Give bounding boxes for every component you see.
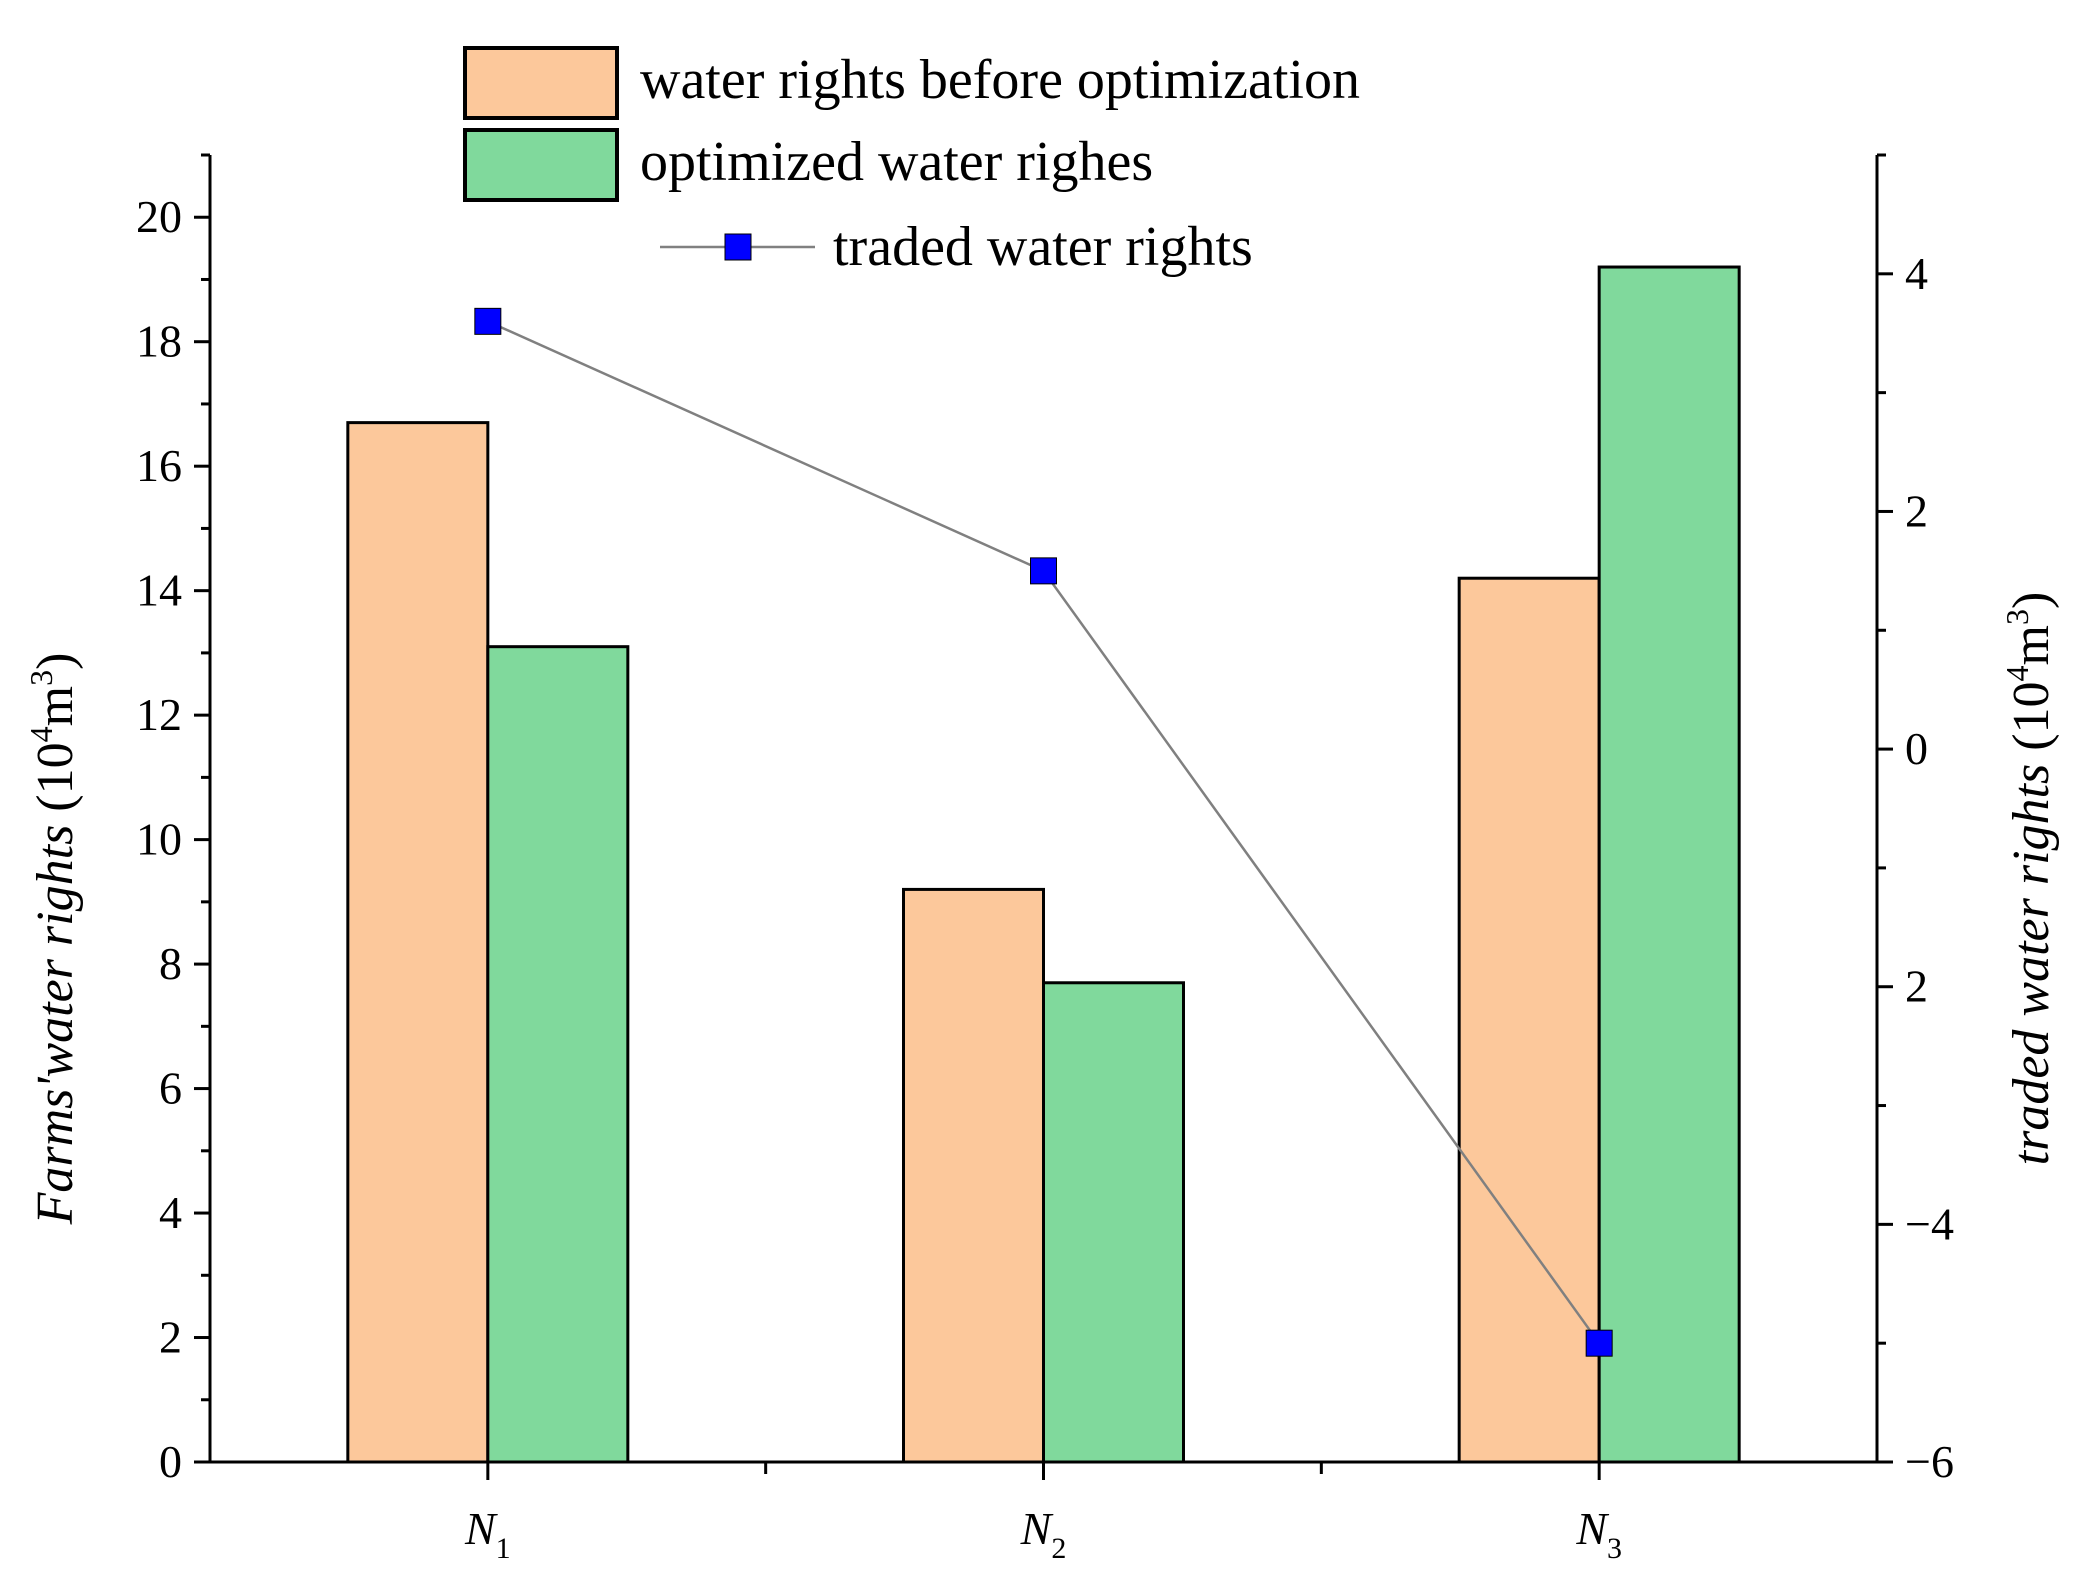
left-axis-title-unit-close: ) [27,653,84,670]
legend: water rights before optimization optimize… [463,46,1360,278]
right-tick-label: 2 [1905,485,1928,536]
right-axis-title-unit-open: (10 [2003,681,2060,750]
traded-marker-1 [474,307,502,335]
bar-optimized-2 [1042,981,1185,1464]
right-axis-title-unit-sup1: 4 [1999,665,2035,681]
legend-traded-marker [724,233,752,261]
x-tick-label-base: N [1575,1503,1609,1554]
left-tick-label: 4 [159,1187,182,1238]
bars-layer [346,265,1741,1464]
right-axis-title-unit-close: ) [2003,592,2060,609]
x-tick-label-sub: 3 [1607,1532,1622,1565]
left-tick-label: 0 [159,1436,182,1487]
right-tick-label: −4 [1905,1198,1954,1249]
bar-before-3 [1457,576,1601,1464]
x-tick-label-sub: 1 [496,1532,511,1565]
bar-optimized-3 [1597,265,1741,1464]
axes-layer [194,153,1893,1480]
left-tick-label: 2 [159,1312,182,1363]
left-tick-label: 18 [136,316,182,367]
bar-before-1 [346,421,490,1464]
legend-optimized-swatch [463,128,619,202]
legend-traded-label: traded water rights [833,216,1253,278]
left-axis-title: Farms'water rights (104m3) [23,653,84,1226]
left-tick-label: 8 [159,938,182,989]
left-axis-title-text: Farms'water rights [27,812,84,1226]
right-tick-label: −6 [1905,1436,1954,1487]
left-tick-label: 16 [136,440,182,491]
x-tick-label-base: N [464,1503,498,1554]
x-tick-label: N3 [1575,1503,1622,1565]
left-tick-label: 14 [136,565,182,616]
left-tick-label: 20 [136,191,182,242]
legend-before-label: water rights before optimization [640,49,1360,111]
left-axis-title-unit-open: (10 [27,742,84,811]
left-tick-label: 12 [136,689,182,740]
right-axis-title-unit-mid: m [2003,625,2060,665]
right-axis-title: traded water rights (104m3) [1999,592,2060,1166]
traded-marker-2 [1030,557,1057,585]
bar-optimized-1 [486,645,630,1464]
left-axis-title-unit-mid: m [27,686,84,726]
x-tick-label-base: N [1020,1503,1054,1554]
right-tick-label: 2 [1905,961,1928,1012]
x-tick-label: N1 [464,1503,511,1565]
legend-before-swatch [463,46,619,120]
right-tick-label: 4 [1905,248,1928,299]
left-axis-title-unit-sup1: 4 [23,726,59,742]
right-axis-title-text: traded water rights [2003,751,2060,1166]
right-axis-title-unit-sup2: 3 [1999,609,2035,625]
right-tick-label: 0 [1905,723,1928,774]
legend-optimized-label: optimized water righes [640,131,1153,193]
bar-before-2 [902,887,1045,1464]
traded-marker-3 [1585,1329,1613,1357]
line-layer [474,307,1613,1357]
left-axis-title-unit-sup2: 3 [23,670,59,686]
x-tick-label: N2 [1020,1503,1067,1565]
left-tick-label: 10 [136,814,182,865]
x-tick-label-sub: 2 [1051,1532,1066,1565]
left-tick-label: 6 [159,1063,182,1114]
